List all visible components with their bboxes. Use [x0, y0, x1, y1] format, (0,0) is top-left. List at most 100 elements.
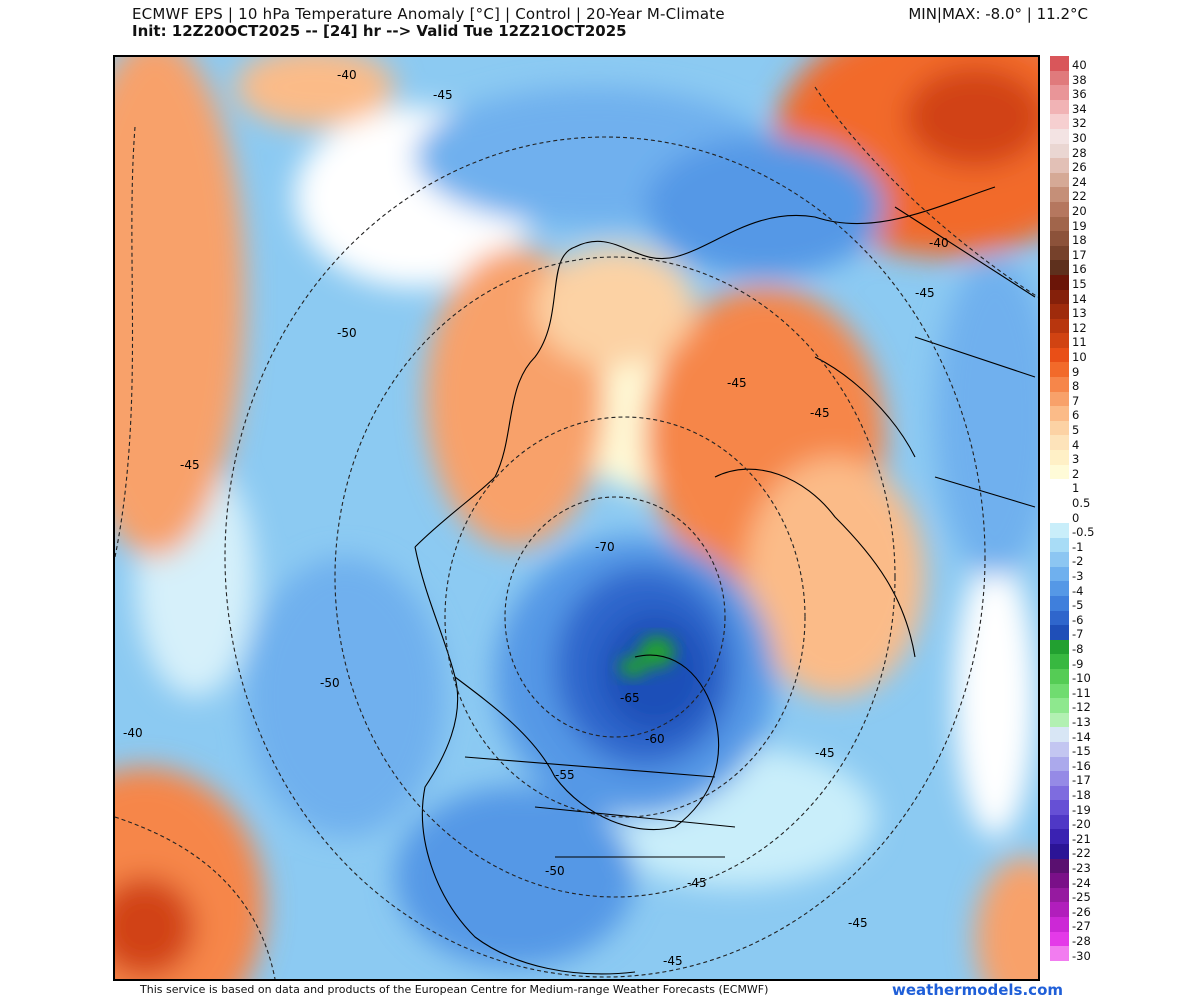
colorbar-label: 16	[1072, 262, 1087, 277]
colorbar-label: 8	[1072, 379, 1080, 394]
colorbar-label: 28	[1072, 145, 1087, 160]
colorbar-swatch	[1050, 172, 1069, 188]
colorbar-swatch	[1050, 741, 1069, 757]
colorbar-label: 7	[1072, 393, 1080, 408]
colorbar-swatch	[1050, 829, 1069, 845]
colorbar-swatch	[1050, 289, 1069, 305]
colorbar-swatch	[1050, 318, 1069, 334]
colorbar-label: 1	[1072, 481, 1080, 496]
colorbar-swatch	[1050, 668, 1069, 684]
colorbar-swatch	[1050, 595, 1069, 611]
colorbar-label: -12	[1072, 700, 1091, 715]
cold-core	[619, 636, 675, 677]
colorbar-label: 18	[1072, 233, 1087, 248]
contour-label: -45	[433, 88, 453, 102]
colorbar-swatch	[1050, 201, 1069, 217]
colorbar-swatch	[1050, 523, 1069, 538]
colorbar-swatch	[1050, 814, 1069, 830]
colorbar-label: 15	[1072, 277, 1087, 291]
colorbar	[1050, 56, 1069, 961]
colorbar-label: -26	[1072, 904, 1091, 919]
contour-label: -50	[337, 326, 357, 340]
colorbar-label: -0.5	[1072, 525, 1095, 540]
contour-label: -40	[337, 68, 357, 82]
colorbar-label: 40	[1072, 58, 1087, 72]
colorbar-label: 6	[1072, 408, 1080, 423]
colorbar-label: -11	[1072, 685, 1091, 700]
colorbar-swatch	[1050, 625, 1069, 640]
colorbar-label: -18	[1072, 788, 1091, 802]
contour-label: -45	[815, 746, 835, 760]
colorbar-swatch	[1050, 347, 1069, 363]
colorbar-swatch	[1050, 435, 1069, 451]
colorbar-swatch	[1050, 479, 1069, 494]
contour-label: -40	[123, 726, 143, 740]
colorbar-swatch	[1050, 304, 1069, 319]
colorbar-label: -5	[1072, 598, 1084, 613]
colorbar-swatch	[1050, 931, 1069, 947]
colorbar-label: -15	[1072, 744, 1091, 759]
colorbar-label: 12	[1072, 320, 1087, 335]
colorbar-swatch	[1050, 581, 1069, 596]
contour-label: -45	[727, 376, 747, 390]
colorbar-label: 9	[1072, 364, 1080, 379]
colorbar-swatch	[1050, 566, 1069, 582]
footer-disclaimer: This service is based on data and produc…	[140, 983, 769, 996]
colorbar-swatch	[1050, 727, 1069, 742]
colorbar-swatch	[1050, 873, 1069, 888]
contour-label: -45	[663, 954, 683, 968]
colorbar-label: -14	[1072, 729, 1091, 744]
contour-label: -45	[810, 406, 830, 420]
colorbar-label: -27	[1072, 919, 1091, 934]
anomaly-map[interactable]: -40 -45 -45 -50 -45 -50 -40 -45 -70 -65 …	[113, 55, 1040, 981]
colorbar-label: 38	[1072, 72, 1087, 87]
colorbar-label: 26	[1072, 160, 1087, 175]
colorbar-swatch	[1050, 99, 1069, 115]
colorbar-swatch	[1050, 216, 1069, 232]
colorbar-swatch	[1050, 887, 1069, 903]
colorbar-label: 24	[1072, 174, 1087, 189]
colorbar-swatch	[1050, 800, 1069, 815]
colorbar-swatch	[1050, 946, 1069, 961]
colorbar-swatch	[1050, 260, 1069, 275]
colorbar-swatch	[1050, 158, 1069, 173]
colorbar-label: -30	[1072, 948, 1091, 963]
colorbar-label: -2	[1072, 554, 1084, 569]
colorbar-swatch	[1050, 756, 1069, 772]
colorbar-swatch	[1050, 639, 1069, 655]
colorbar-label: -3	[1072, 569, 1084, 583]
colorbar-label: -10	[1072, 671, 1091, 686]
colorbar-swatch	[1050, 785, 1069, 801]
colorbar-label: -21	[1072, 831, 1091, 846]
colorbar-label: -24	[1072, 875, 1091, 890]
colorbar-label: -22	[1072, 846, 1091, 861]
colorbar-swatch	[1050, 858, 1069, 874]
colorbar-swatch	[1050, 406, 1069, 421]
contour-label: -50	[320, 676, 340, 690]
colorbar-label: -20	[1072, 817, 1091, 832]
colorbar-label: 5	[1072, 423, 1080, 437]
contour-label: -45	[915, 286, 935, 300]
colorbar-label: -1	[1072, 539, 1084, 554]
colorbar-label: -6	[1072, 612, 1084, 627]
contour-label: -60	[645, 732, 665, 746]
contour-label: -40	[929, 236, 949, 250]
brand-link[interactable]: weathermodels.com	[892, 981, 1064, 999]
colorbar-swatch	[1050, 712, 1069, 728]
colorbar-swatch	[1050, 508, 1069, 523]
colorbar-swatch	[1050, 231, 1069, 246]
colorbar-swatch	[1050, 683, 1069, 699]
colorbar-swatch	[1050, 391, 1069, 407]
colorbar-label: 10	[1072, 350, 1087, 364]
colorbar-swatch	[1050, 274, 1069, 290]
colorbar-label: 20	[1072, 204, 1087, 218]
colorbar-label: 17	[1072, 247, 1087, 262]
contour-label: -45	[848, 916, 868, 930]
colorbar-swatch	[1050, 902, 1069, 918]
anomaly-fields	[115, 57, 1038, 979]
contour-label: -65	[620, 691, 640, 705]
chart-title: ECMWF EPS | 10 hPa Temperature Anomaly […	[132, 5, 725, 23]
colorbar-label: -16	[1072, 758, 1091, 773]
colorbar-label: -25	[1072, 890, 1091, 905]
colorbar-label: 0.5	[1072, 496, 1091, 510]
